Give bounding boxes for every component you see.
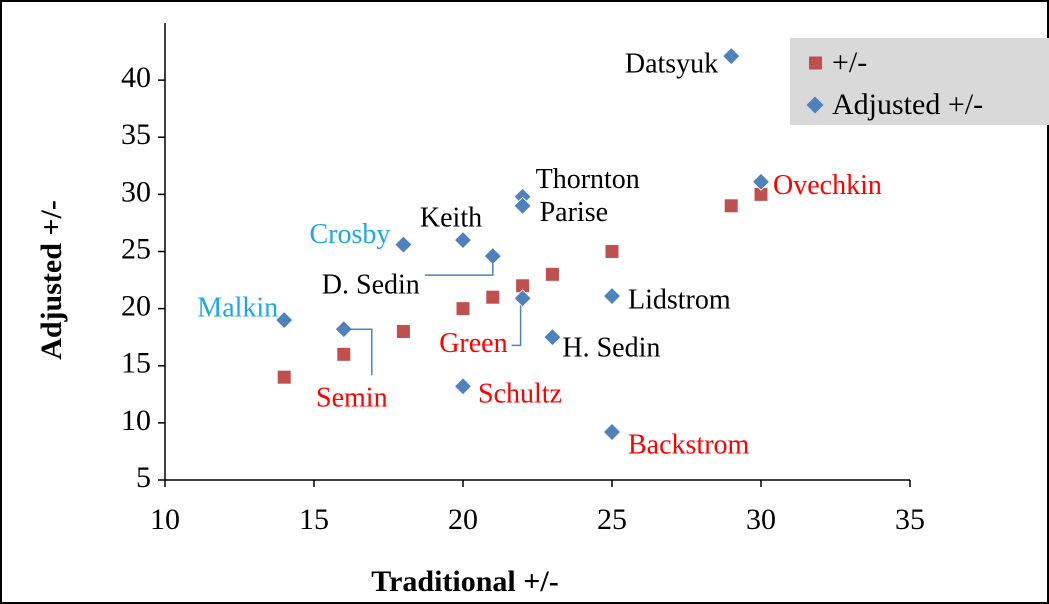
point — [754, 187, 768, 201]
point — [543, 328, 562, 347]
point — [513, 196, 532, 215]
point-label: Keith — [420, 202, 482, 233]
point-label: Backstrom — [628, 429, 750, 460]
point — [724, 199, 738, 213]
point — [513, 289, 532, 308]
point — [486, 290, 500, 304]
point — [453, 377, 473, 396]
legend-box — [790, 38, 1049, 125]
x-axis-title: Traditional +/- — [371, 565, 558, 598]
x-tick-label: 15 — [299, 503, 329, 536]
y-axis-title: Adjusted +/- — [35, 200, 68, 360]
leader-line — [511, 305, 522, 347]
y-tick-label: 5 — [136, 461, 151, 494]
point — [394, 235, 413, 254]
point — [602, 286, 622, 306]
point-label: Thornton — [536, 164, 640, 195]
point-label: Semin — [316, 383, 388, 414]
y-tick-label: 25 — [121, 232, 151, 265]
x-tick-label: 20 — [448, 503, 478, 536]
point-label: Crosby — [309, 219, 390, 250]
point — [396, 324, 410, 338]
y-tick-label: 20 — [121, 290, 151, 323]
point-label: Lidstrom — [628, 284, 731, 315]
point — [277, 370, 291, 384]
y-tick-label: 30 — [121, 175, 151, 208]
point — [337, 347, 351, 361]
point — [722, 47, 741, 66]
point — [602, 422, 622, 442]
point-label: Datsyuk — [625, 49, 718, 80]
point — [334, 320, 353, 339]
point-label: Parise — [540, 197, 608, 228]
point-label: Ovechkin — [773, 170, 882, 201]
x-tick-label: 35 — [895, 503, 925, 536]
legend-marker — [806, 96, 824, 114]
legend-marker — [809, 56, 822, 70]
point — [453, 231, 473, 250]
x-tick-label: 25 — [597, 503, 627, 536]
legend-label: Adjusted +/- — [832, 88, 983, 121]
point-label: Schultz — [478, 379, 562, 410]
point-label: Malkin — [197, 292, 278, 323]
leader-line — [349, 328, 373, 376]
point-label: Green — [439, 328, 507, 359]
point-label: D. Sedin — [322, 269, 420, 300]
y-tick-label: 15 — [121, 347, 151, 380]
x-tick-label: 10 — [150, 503, 180, 536]
legend-label: +/- — [832, 46, 867, 79]
point — [545, 267, 559, 281]
point — [456, 302, 470, 316]
x-tick-label: 30 — [746, 503, 776, 536]
leader-line — [424, 260, 494, 276]
y-tick-label: 10 — [121, 404, 151, 437]
point-label: H. Sedin — [562, 333, 660, 364]
point — [605, 245, 619, 258]
y-tick-label: 40 — [121, 61, 151, 94]
y-tick-label: 35 — [121, 118, 151, 151]
point — [275, 310, 294, 330]
point — [516, 279, 530, 293]
point — [751, 172, 771, 191]
